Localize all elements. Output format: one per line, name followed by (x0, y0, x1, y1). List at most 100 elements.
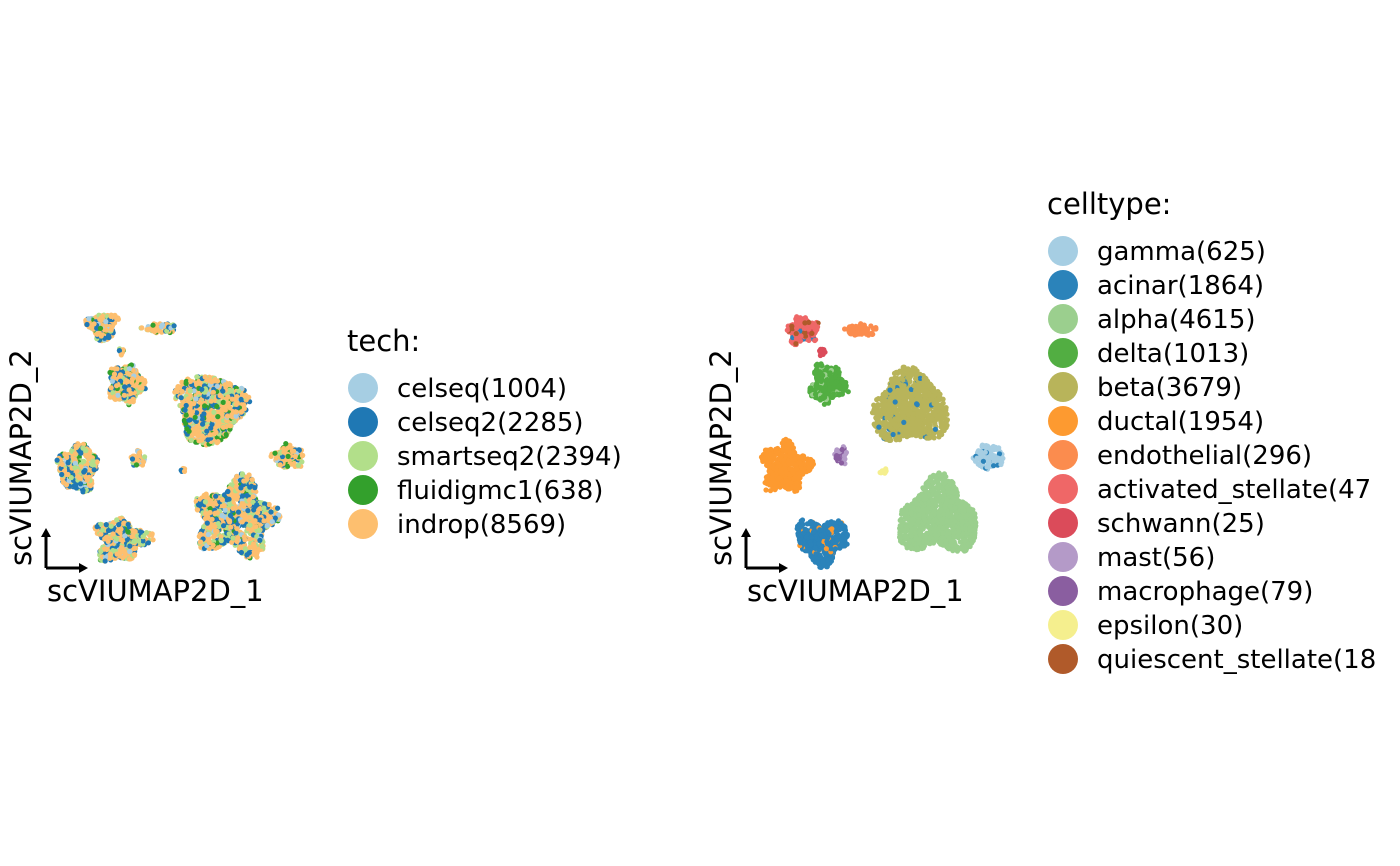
data-point (235, 509, 242, 515)
data-point (121, 520, 127, 526)
data-point (234, 473, 240, 479)
data-point (87, 483, 94, 489)
data-point (107, 394, 113, 400)
cluster-top-small (138, 321, 177, 336)
data-point (129, 376, 136, 382)
data-point (130, 367, 136, 373)
data-point (220, 399, 226, 405)
data-point (234, 526, 240, 532)
data-point (108, 385, 114, 391)
data-point (63, 482, 70, 488)
data-point (243, 515, 250, 521)
data-point (54, 457, 60, 463)
data-point (839, 379, 845, 385)
data-point (115, 392, 121, 398)
data-point (202, 374, 208, 380)
data-point (215, 414, 221, 420)
data-point (215, 439, 221, 445)
data-point (137, 450, 143, 456)
data-point (264, 522, 270, 529)
data-point (218, 538, 224, 544)
data-point (125, 529, 131, 535)
data-point (121, 547, 127, 553)
cluster-tiny-a (116, 346, 126, 358)
data-point (793, 341, 799, 347)
cluster-endothelial (842, 321, 879, 338)
data-point (194, 507, 201, 513)
cluster-bottom-right (193, 471, 283, 561)
data-point (200, 421, 206, 427)
data-point (214, 510, 220, 516)
data-point (118, 352, 124, 358)
data-point (242, 546, 248, 552)
cluster-activated_stellate (784, 314, 821, 348)
data-point (59, 471, 65, 478)
x-axis-arrowhead (79, 563, 88, 573)
data-point (793, 336, 800, 342)
data-point (836, 392, 842, 398)
data-point (226, 531, 232, 537)
data-point (230, 505, 236, 511)
data-point (183, 402, 189, 409)
cluster-beta-like (172, 374, 253, 448)
legend-label: celseq2(2285) (397, 408, 584, 438)
data-point (188, 437, 194, 443)
data-point (98, 548, 104, 555)
data-point (224, 413, 231, 419)
data-point (144, 530, 150, 536)
data-point (254, 550, 260, 556)
data-point (114, 366, 120, 372)
scatter-points-tech (54, 312, 306, 564)
data-point (114, 536, 120, 542)
data-point (103, 522, 109, 528)
data-point (266, 501, 272, 508)
data-point (78, 450, 84, 456)
data-point (114, 551, 120, 557)
data-point (179, 389, 185, 395)
data-point (246, 394, 252, 400)
data-point (234, 538, 240, 545)
data-point (228, 524, 234, 530)
data-point (219, 512, 225, 519)
data-point (118, 537, 124, 543)
data-point (159, 322, 166, 328)
data-point (197, 531, 204, 537)
panel-tech: scVIUMAP2D_1 scVIUMAP2D_2 tech: celseq(1… (4, 312, 622, 608)
data-point (221, 503, 227, 509)
data-point (105, 538, 111, 544)
data-point (227, 512, 234, 518)
data-point (194, 374, 200, 380)
data-point (84, 477, 90, 483)
data-point (223, 431, 229, 438)
data-point (285, 453, 291, 459)
data-point (815, 324, 821, 330)
data-point (108, 313, 114, 319)
data-point (81, 458, 87, 464)
data-point (222, 507, 228, 513)
data-point (234, 496, 240, 502)
data-point (227, 519, 233, 525)
data-point (84, 321, 90, 328)
cluster-schwann (817, 346, 828, 359)
data-point (246, 550, 252, 556)
legend-label: smartseq2(2394) (397, 442, 622, 472)
data-point (100, 527, 106, 533)
data-point (129, 456, 136, 462)
data-point (241, 534, 247, 540)
cluster-dot (178, 465, 188, 474)
data-point (183, 380, 189, 386)
data-point (94, 524, 100, 530)
data-point (257, 537, 263, 543)
cluster-right-small (268, 441, 306, 470)
data-point (239, 409, 245, 415)
data-point (126, 387, 132, 393)
data-point (268, 509, 274, 515)
cluster-delta (807, 361, 851, 407)
data-point (239, 471, 245, 477)
data-point (815, 378, 822, 384)
data-point (184, 426, 190, 432)
data-point (209, 516, 215, 522)
data-point (814, 361, 820, 367)
data-point (211, 409, 217, 415)
axis-arrows-tech (41, 528, 88, 573)
